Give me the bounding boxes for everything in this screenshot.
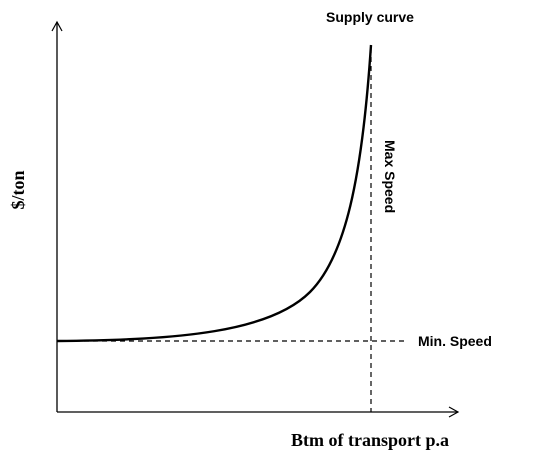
min-speed-label: Min. Speed [418, 333, 492, 349]
y-axis-label: $/ton [8, 170, 28, 209]
max-speed-label: Max Speed [382, 140, 398, 213]
x-axis-label: Btm of transport p.a [291, 430, 449, 450]
curve-label: Supply curve [326, 9, 414, 25]
supply-curve [56, 44, 373, 343]
